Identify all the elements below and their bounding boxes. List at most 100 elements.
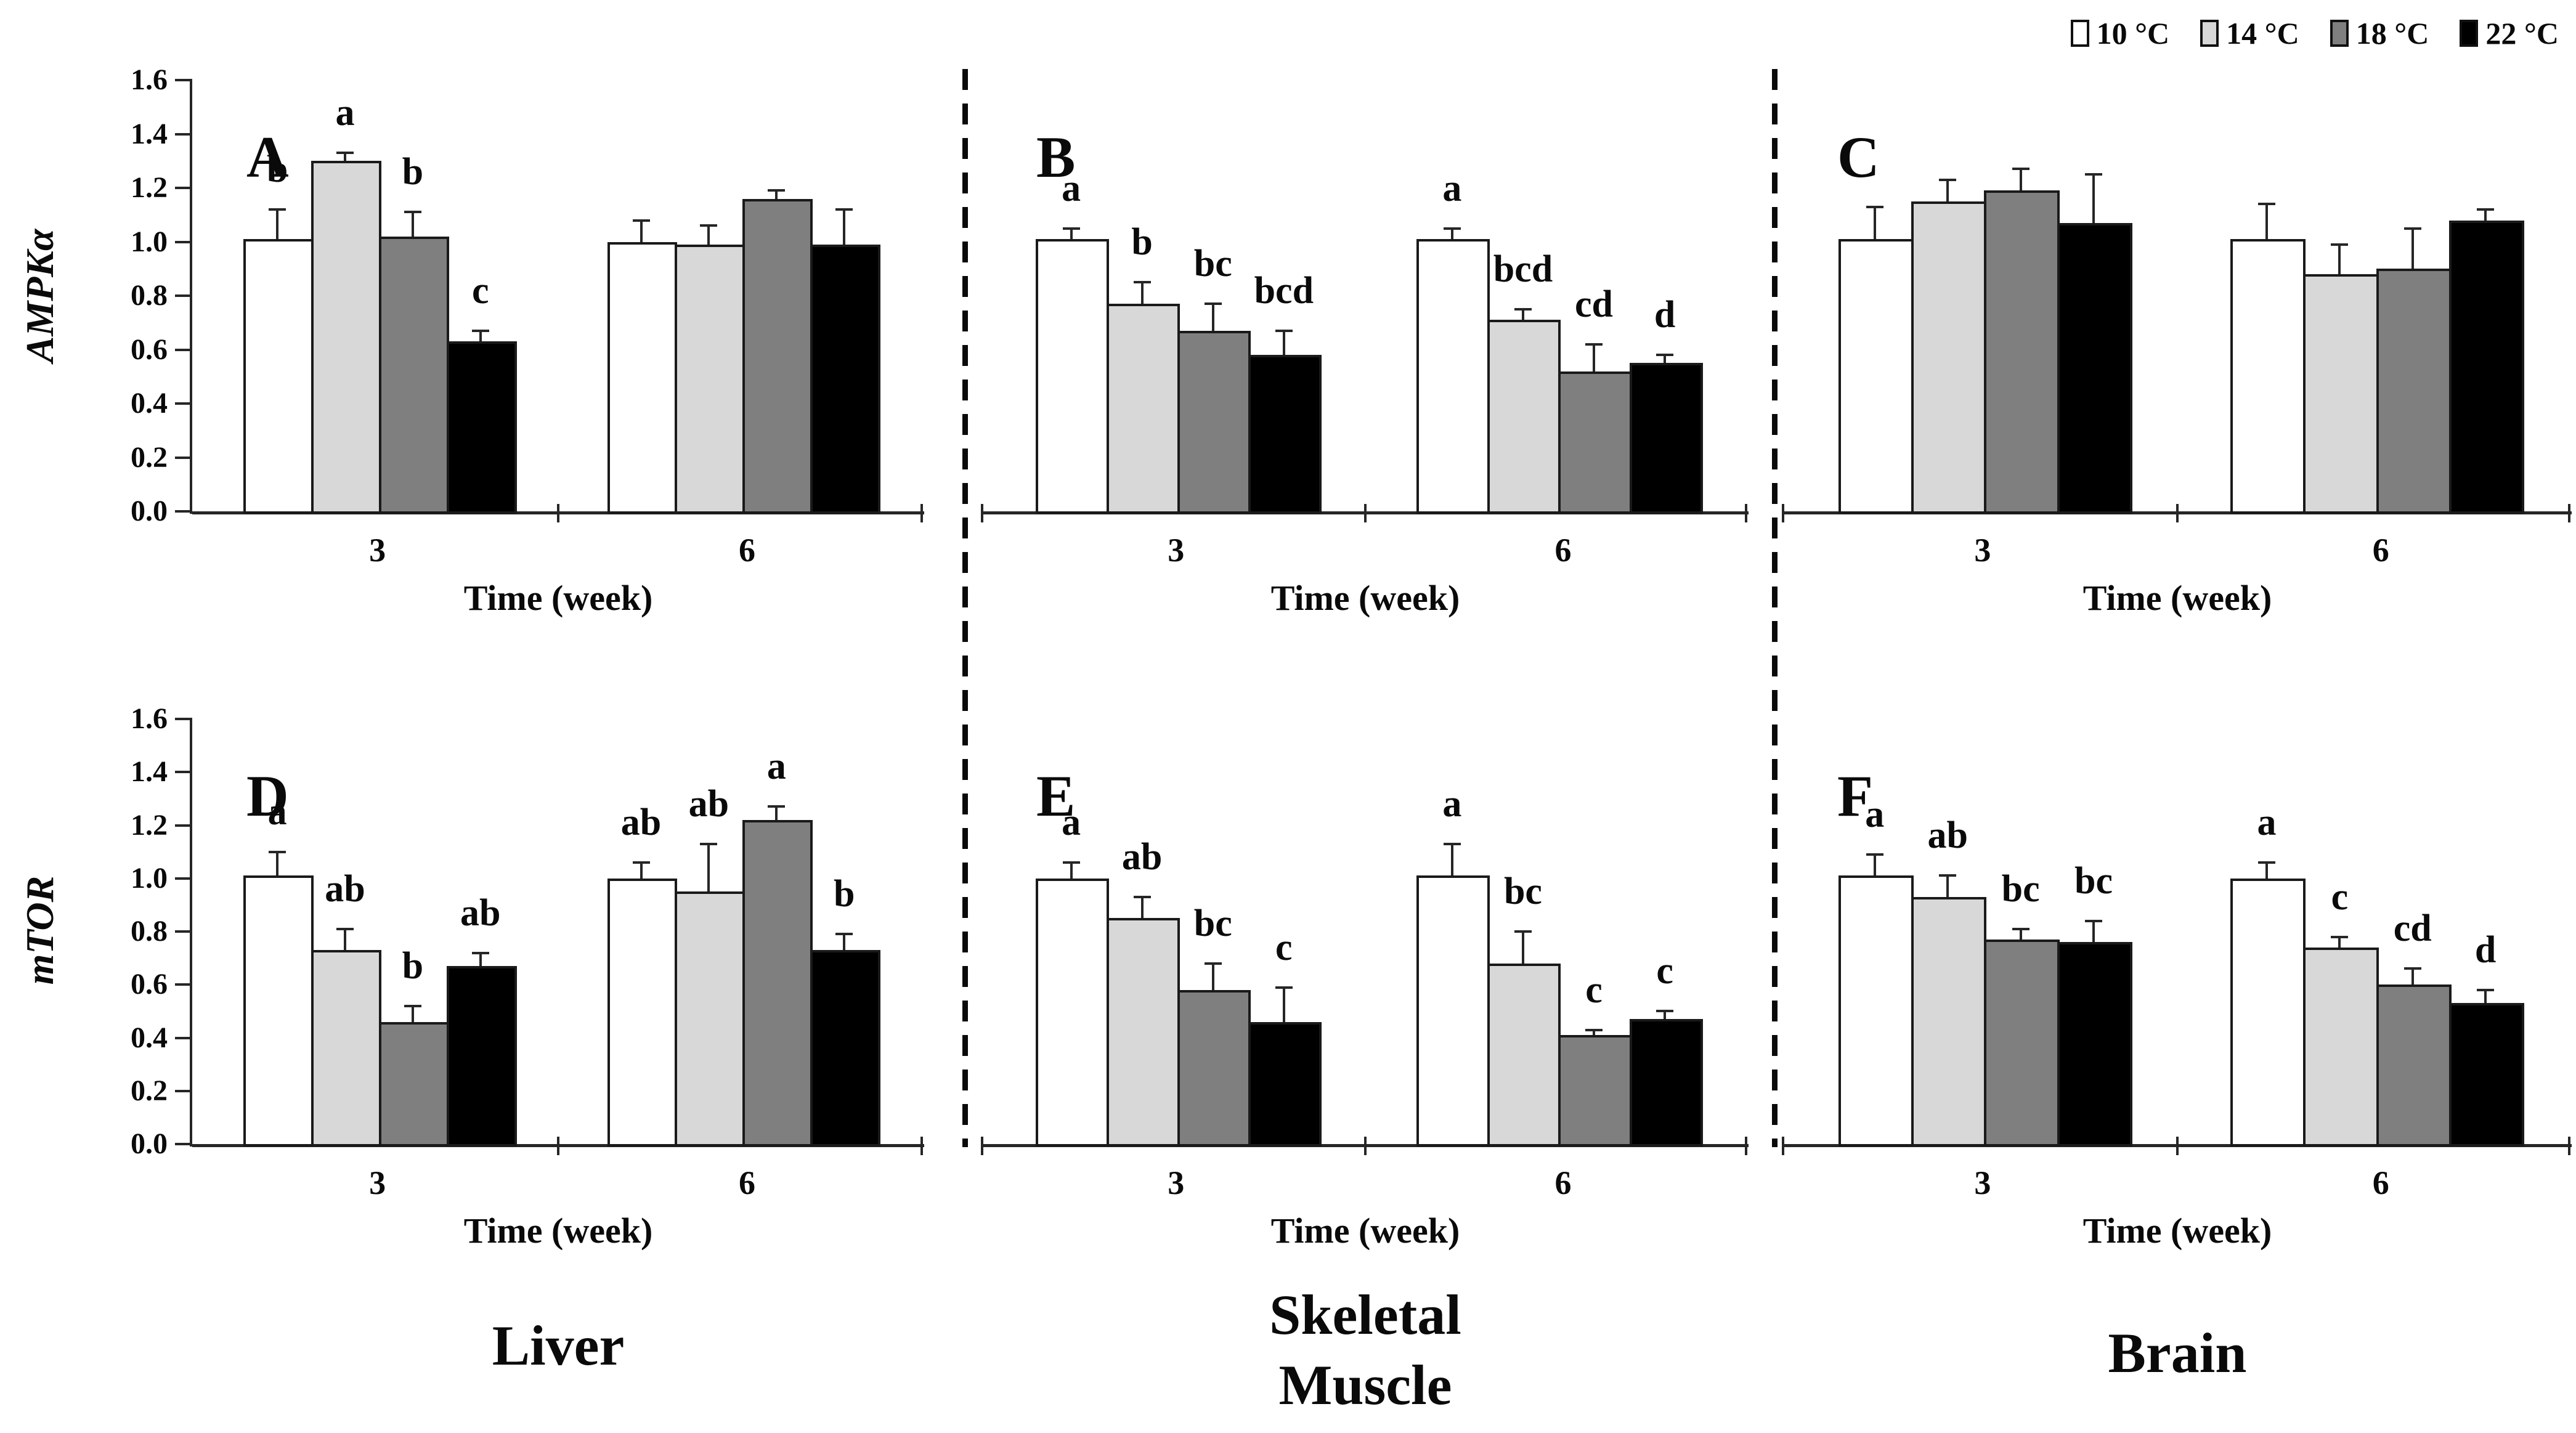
x-category-label: 6 [2372,1164,2389,1201]
error-bar-cap [2085,173,2102,176]
error-bar [2019,169,2022,191]
error-bar [2265,204,2268,240]
error-bar [411,212,414,237]
x-category-label: 3 [1974,532,1991,569]
legend-item: 10 °C [2070,15,2169,51]
error-bar-cap [1204,302,1222,306]
error-bar-cap [1133,895,1151,898]
sig-letter: c [2331,875,2349,918]
sig-letter: d [2474,928,2497,971]
error-bar [1282,330,1285,355]
legend: 10 °C 14 °C 18 °C 22 °C [2070,15,2559,51]
legend-swatch [2330,20,2349,47]
sig-letter: a [1062,167,1081,209]
x-category-label: 3 [1974,1164,1991,1201]
error-bar [1946,179,1949,201]
sig-letter: a [267,790,287,833]
panel-letter-B: B [1036,124,1076,190]
error-bar [479,330,482,342]
error-bar-cap [404,211,421,214]
bar-18C-week3 [1984,939,2060,1147]
error-bar [479,952,482,967]
error-bar-cap [632,219,650,222]
y-axis-tick [175,983,192,986]
bar-18C-week6 [742,819,813,1147]
tissue-label-skeletal-muscle: Skeletal Muscle [982,1286,1749,1413]
panel-letter-E: E [1036,763,1076,829]
sig-letter: cd [2393,907,2432,950]
y-tick-label: 0.6 [131,968,168,1001]
sig-letter: a [335,92,355,134]
y-tick-label: 1.0 [131,861,168,895]
bar-22C-week3 [1248,1021,1322,1147]
legend-item: 18 °C [2330,15,2429,51]
tissue-label-line: Muscle [1278,1354,1452,1416]
tissue-label-line: Liver [492,1314,625,1377]
legend-item: 14 °C [2200,15,2299,51]
bar-10C-week3 [1838,239,1914,514]
error-bar [707,225,710,245]
bar-14C-week6 [1487,320,1561,514]
error-bar [707,843,710,892]
x-category-label: 3 [369,532,386,569]
legend-label: 22 °C [2485,16,2559,51]
tissue-label-liver: Liver [192,1317,924,1374]
bar-14C-week3 [311,161,381,514]
bar-22C-week3 [446,966,517,1147]
error-bar-cap [1585,1028,1603,1031]
sig-letter: bc [1193,243,1232,285]
error-bar-cap [835,933,853,936]
error-bar-cap [336,927,354,930]
y-axis-tick [175,824,192,827]
x-axis-tick [1364,1137,1367,1155]
sig-letter: b [402,944,424,987]
bar-10C-week3 [1036,878,1110,1147]
sig-letter: d [1654,294,1676,336]
bar-22C-week3 [1248,355,1322,514]
sig-letter: a [766,745,786,788]
error-bar-cap [1939,874,1957,877]
x-axis-tick [981,1137,983,1155]
x-category-label: 3 [1168,532,1185,569]
error-bar [1070,228,1073,240]
error-bar [640,862,643,879]
x-axis-title: Time (week) [463,1211,653,1251]
error-bar-cap [1514,930,1532,933]
bar-10C-week6 [2230,878,2306,1147]
error-bar-cap [1866,853,1883,856]
legend-item: 22 °C [2460,15,2559,51]
error-bar-cap [700,224,718,227]
y-tick-label: 1.6 [131,702,168,735]
y-axis-tick [175,877,192,880]
row-label-mtor: mTOR [18,875,62,985]
x-category-label: 6 [739,532,755,569]
error-bar [1450,843,1453,876]
sig-letter: bc [1503,871,1542,912]
error-bar-cap [632,861,650,864]
error-bar-cap [2403,967,2421,970]
error-bar [1873,854,1876,876]
error-bar [2265,862,2268,879]
y-axis-tick [175,348,192,351]
error-bar [775,190,778,199]
error-bar [1211,963,1214,990]
bar-22C-week6 [1629,363,1703,514]
y-tick-label: 1.0 [131,225,168,258]
sig-letter: bc [1193,902,1232,944]
y-axis-tick [175,456,192,459]
sig-letter: ab [688,782,729,825]
y-axis-tick [175,79,192,81]
error-bar-cap [1656,1010,1674,1013]
y-tick-label: 0.8 [131,915,168,948]
y-axis-tick [175,718,192,720]
error-bar-cap [2331,935,2349,938]
sig-letter: a [1865,793,1885,835]
legend-label: 18 °C [2355,16,2429,51]
error-bar-cap [1939,178,1957,181]
sig-letter: bc [2001,867,2040,910]
x-axis-tick [1745,1137,1747,1155]
error-bar [640,220,643,242]
error-bar [843,209,846,245]
error-bar-cap [1866,205,1883,208]
bar-14C-week6 [2303,274,2379,514]
